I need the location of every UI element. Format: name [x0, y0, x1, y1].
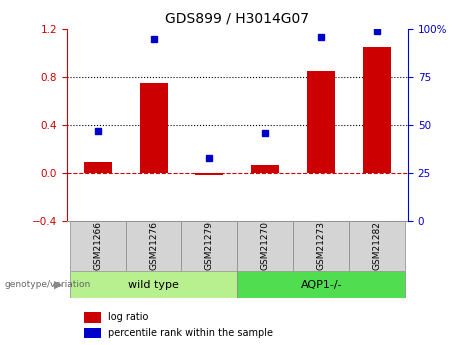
Bar	[251, 165, 279, 173]
Text: percentile rank within the sample: percentile rank within the sample	[108, 328, 273, 338]
Text: genotype/variation: genotype/variation	[5, 280, 91, 289]
Title: GDS899 / H3014G07: GDS899 / H3014G07	[165, 11, 309, 26]
Bar	[83, 162, 112, 173]
Text: GSM21279: GSM21279	[205, 221, 214, 270]
Text: GSM21273: GSM21273	[317, 221, 326, 270]
Text: wild type: wild type	[128, 280, 179, 289]
Bar	[84, 312, 101, 323]
Bar	[70, 221, 125, 271]
Bar	[125, 221, 182, 271]
Bar	[84, 328, 101, 338]
Bar	[195, 173, 224, 175]
Text: AQP1-/-: AQP1-/-	[301, 280, 342, 289]
Text: GSM21266: GSM21266	[93, 221, 102, 270]
Bar	[70, 271, 237, 298]
Text: GSM21270: GSM21270	[261, 221, 270, 270]
Text: GSM21276: GSM21276	[149, 221, 158, 270]
Bar	[349, 221, 405, 271]
Text: GSM21282: GSM21282	[373, 221, 382, 270]
Text: log ratio: log ratio	[108, 313, 148, 322]
Bar	[140, 83, 167, 173]
Text: ▶: ▶	[54, 280, 62, 289]
Bar	[182, 221, 237, 271]
Bar	[237, 271, 405, 298]
Bar	[307, 71, 335, 173]
Bar	[293, 221, 349, 271]
Bar	[237, 221, 293, 271]
Bar	[363, 47, 391, 173]
